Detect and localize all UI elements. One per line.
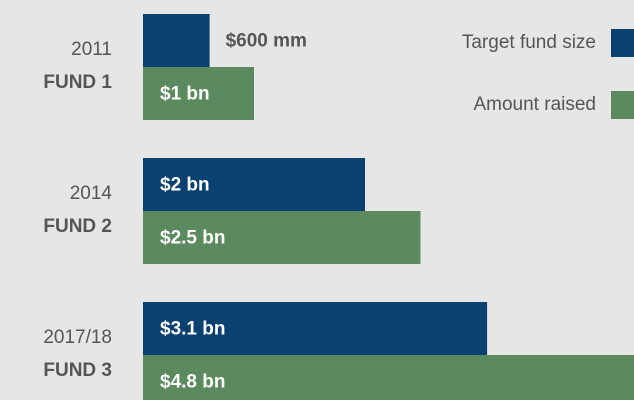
bar [143, 14, 210, 67]
category-fund: FUND 1 [43, 72, 112, 93]
legend-label: Amount raised [473, 94, 596, 115]
bar [143, 355, 634, 400]
bar [143, 211, 421, 264]
category-year: 2017/18 [43, 327, 112, 348]
value-label: $4.8 bn [160, 372, 225, 393]
value-label: $1 bn [160, 84, 210, 105]
bar [143, 67, 254, 120]
legend-swatch [611, 29, 634, 57]
legend-label: Target fund size [462, 32, 596, 53]
bar [143, 158, 365, 211]
category-year: 2011 [71, 39, 112, 60]
legend-swatch [611, 91, 634, 119]
value-label: $600 mm [226, 31, 307, 52]
value-label: $2.5 bn [160, 228, 225, 249]
value-label: $3.1 bn [160, 319, 225, 340]
value-label: $2 bn [160, 175, 210, 196]
category-year: 2014 [70, 183, 113, 204]
category-fund: FUND 2 [43, 216, 112, 237]
category-fund: FUND 3 [43, 360, 112, 381]
bar [143, 302, 488, 355]
